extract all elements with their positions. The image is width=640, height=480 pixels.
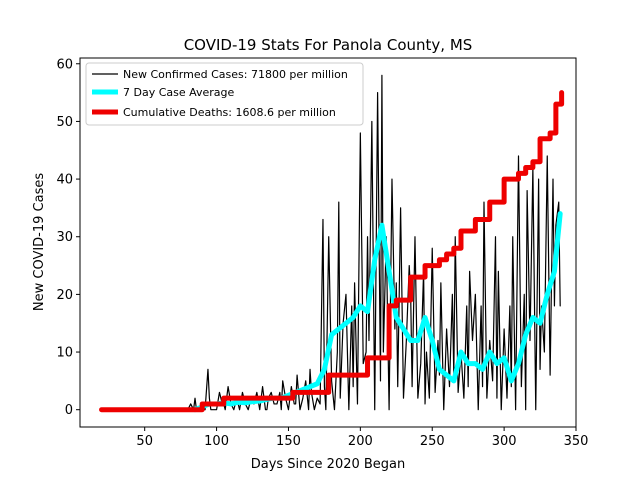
plot-frame	[79, 57, 577, 428]
series-cumulative-deaths-line	[99, 90, 565, 413]
x-axis-label: Days Since 2020 Began	[251, 457, 406, 472]
plot-series	[99, 74, 565, 413]
x-tick-label: 150	[276, 434, 301, 449]
y-tick-label: 40	[56, 173, 73, 188]
x-tick-label: 300	[492, 434, 517, 449]
legend-label-deaths: Cumulative Deaths: 1608.6 per million	[123, 106, 336, 119]
y-tick-label: 30	[56, 230, 73, 245]
x-tick-label: 200	[348, 434, 373, 449]
series-7day-average-line	[192, 211, 563, 413]
x-tick-label: 100	[204, 434, 229, 449]
x-tick-label: 50	[136, 434, 153, 449]
legend-label-7day-avg: 7 Day Case Average	[123, 86, 235, 99]
y-axis-label: New COVID-19 Cases	[32, 173, 47, 311]
y-tick-label: 60	[56, 57, 73, 72]
chart-title: COVID-19 Stats For Panola County, MS	[184, 36, 473, 54]
y-tick-label: 50	[56, 115, 73, 130]
legend: New Confirmed Cases: 71800 per million 7…	[85, 62, 364, 126]
y-tick-label: 20	[56, 288, 73, 303]
legend-box	[85, 62, 364, 126]
y-axis: 0 10 20 30 40 50 60	[56, 57, 80, 418]
x-axis: 50 100 150 200 250 300 350	[136, 427, 588, 449]
x-tick-label: 250	[420, 434, 445, 449]
x-tick-label: 350	[564, 434, 589, 449]
legend-label-new-cases: New Confirmed Cases: 71800 per million	[123, 68, 348, 81]
y-tick-label: 0	[65, 403, 73, 418]
y-tick-label: 10	[56, 346, 73, 361]
